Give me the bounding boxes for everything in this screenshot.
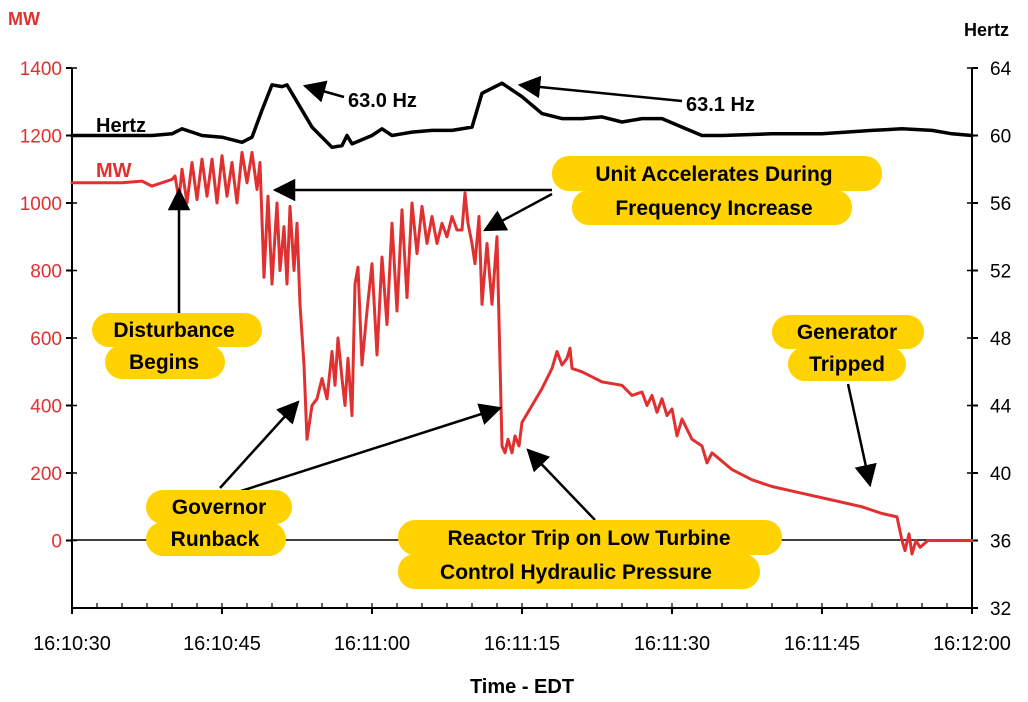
x-tick-label: 16:10:30 (33, 633, 111, 655)
left-tick-label: 400 (30, 397, 62, 418)
annotation-generator-tripped-line2: Tripped (809, 353, 885, 376)
left-tick-label: 600 (30, 329, 62, 350)
annotation-reactor-trip-line1: Reactor Trip on Low Turbine (447, 527, 730, 550)
annotation-governor-runback-line1: Governor (172, 496, 267, 519)
annotation-reactor-trip-line2: Control Hydraulic Pressure (440, 561, 712, 584)
annotation-governor-runback-line2: Runback (171, 528, 260, 551)
annotation-disturbance-begins-line2: Begins (129, 351, 199, 374)
annotation-unit-accelerates-line2: Frequency Increase (615, 197, 812, 220)
peak-label-63-0: 63.0 Hz (348, 90, 417, 112)
annotation-unit-accelerates: Unit Accelerates During Frequency Increa… (552, 156, 882, 225)
arrow-63-1 (517, 75, 683, 103)
arrow-runback-left (219, 400, 300, 489)
x-tick-label: 16:11:30 (634, 633, 710, 655)
x-tick-label: 16:12:00 (933, 633, 1011, 655)
series-line-hertz (70, 81, 974, 150)
arrow-reactor-trip (526, 448, 596, 521)
right-tick-label: 32 (990, 599, 1011, 620)
series-label-hertz: Hertz (96, 115, 146, 137)
x-tick-label: 16:11:15 (484, 633, 560, 655)
annotation-disturbance-begins: Disturbance Begins (92, 313, 262, 379)
left-tick-label: 800 (30, 262, 62, 283)
left-tick-label: 200 (30, 464, 62, 485)
x-tick-labels: 16:10:30 16:10:45 16:11:00 16:11:15 16:11:30… (33, 603, 1011, 655)
series-label-mw: MW (96, 160, 132, 182)
peak-label-63-1: 63.1 Hz (686, 94, 755, 116)
x-tick-label: 16:11:45 (784, 633, 860, 655)
right-tick-label: 52 (990, 262, 1011, 283)
left-tick-label: 0 (51, 532, 62, 553)
right-tick-labels: 32 36 40 44 48 52 56 60 64 (967, 59, 1012, 620)
right-axis-unit: Hertz (964, 20, 1009, 40)
left-tick-label: 1200 (20, 127, 62, 148)
arrow-accelerates-right (483, 192, 553, 232)
series-line-mw (70, 150, 974, 556)
arrow-63-0 (302, 80, 345, 103)
series (70, 81, 974, 556)
left-axis-unit: MW (8, 9, 40, 29)
right-tick-label: 40 (990, 464, 1011, 485)
arrow-generator-tripped (846, 383, 877, 488)
annotation-generator-tripped: Generator Tripped (772, 315, 924, 381)
left-tick-label: 1000 (20, 194, 62, 215)
annotation-generator-tripped-line1: Generator (797, 321, 897, 344)
right-tick-label: 44 (990, 397, 1012, 418)
x-tick-label: 16:11:00 (334, 633, 410, 655)
annotation-unit-accelerates-line1: Unit Accelerates During (595, 163, 832, 186)
x-tick-label: 16:10:45 (183, 633, 261, 655)
annotation-governor-runback: Governor Runback (146, 490, 292, 556)
annotation-disturbance-begins-line1: Disturbance (113, 319, 234, 342)
annotation-arrows (167, 75, 877, 521)
annotation-reactor-trip: Reactor Trip on Low Turbine Control Hydr… (398, 520, 782, 589)
arrow-runback-right (237, 403, 503, 494)
x-axis-label: Time - EDT (470, 676, 574, 698)
right-tick-label: 56 (990, 194, 1011, 215)
left-tick-labels: 0 200 400 600 800 1000 1200 1400 (20, 59, 77, 609)
right-tick-label: 64 (990, 59, 1012, 80)
right-tick-label: 48 (990, 329, 1011, 350)
right-tick-label: 60 (990, 127, 1011, 148)
right-tick-label: 36 (990, 532, 1011, 553)
left-tick-label: 1400 (20, 59, 62, 80)
